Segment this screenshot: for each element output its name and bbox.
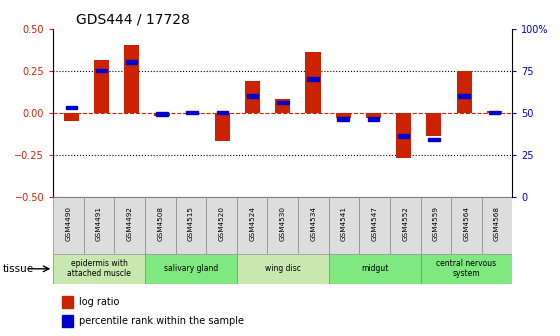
Bar bbox=[176, 197, 206, 254]
Bar bbox=[156, 112, 167, 116]
Bar bbox=[247, 94, 258, 98]
Text: tissue: tissue bbox=[3, 264, 34, 274]
Bar bbox=[366, 113, 381, 118]
Text: GSM4490: GSM4490 bbox=[66, 207, 72, 242]
Bar bbox=[215, 113, 230, 141]
Bar bbox=[186, 111, 198, 115]
Text: GSM4491: GSM4491 bbox=[96, 207, 102, 242]
Bar bbox=[145, 197, 176, 254]
Text: GSM4530: GSM4530 bbox=[280, 207, 286, 242]
Text: epidermis with
attached muscle: epidermis with attached muscle bbox=[67, 259, 131, 279]
Text: percentile rank within the sample: percentile rank within the sample bbox=[79, 316, 244, 326]
Bar bbox=[396, 113, 411, 158]
Text: GSM4534: GSM4534 bbox=[310, 207, 316, 242]
Text: GSM4552: GSM4552 bbox=[402, 207, 408, 242]
Bar bbox=[124, 45, 139, 113]
Bar bbox=[185, 113, 200, 114]
Bar bbox=[458, 94, 470, 98]
Text: GSM4541: GSM4541 bbox=[341, 207, 347, 242]
Text: salivary gland: salivary gland bbox=[164, 264, 218, 273]
Text: GSM4508: GSM4508 bbox=[157, 207, 164, 242]
Bar bbox=[360, 197, 390, 254]
Bar bbox=[237, 254, 329, 284]
Bar bbox=[329, 254, 421, 284]
Bar bbox=[66, 106, 77, 110]
Bar bbox=[456, 71, 472, 113]
Bar bbox=[64, 113, 79, 121]
Bar bbox=[305, 52, 320, 113]
Bar bbox=[329, 197, 360, 254]
Bar bbox=[482, 197, 512, 254]
Bar bbox=[114, 197, 145, 254]
Bar bbox=[307, 77, 319, 81]
Text: central nervous
system: central nervous system bbox=[436, 259, 497, 279]
Text: GSM4568: GSM4568 bbox=[494, 207, 500, 242]
Bar bbox=[390, 197, 421, 254]
Bar bbox=[335, 113, 351, 118]
Bar bbox=[277, 101, 288, 104]
Bar bbox=[96, 69, 108, 73]
Text: GSM4559: GSM4559 bbox=[433, 207, 439, 242]
Bar bbox=[338, 118, 349, 121]
Text: midgut: midgut bbox=[361, 264, 388, 273]
Text: wing disc: wing disc bbox=[265, 264, 301, 273]
Bar bbox=[62, 296, 73, 308]
Bar bbox=[298, 197, 329, 254]
Bar bbox=[421, 254, 512, 284]
Bar bbox=[398, 134, 409, 138]
Bar bbox=[488, 111, 500, 115]
Text: GSM4524: GSM4524 bbox=[249, 207, 255, 242]
Bar bbox=[421, 197, 451, 254]
Text: GDS444 / 17728: GDS444 / 17728 bbox=[76, 12, 190, 26]
Text: GSM4547: GSM4547 bbox=[372, 207, 377, 242]
Bar bbox=[237, 197, 268, 254]
Bar bbox=[268, 197, 298, 254]
Bar bbox=[487, 111, 502, 113]
Bar bbox=[145, 254, 237, 284]
Text: log ratio: log ratio bbox=[79, 297, 120, 307]
Bar bbox=[451, 197, 482, 254]
Bar bbox=[53, 197, 84, 254]
Bar bbox=[428, 138, 440, 141]
Bar bbox=[426, 113, 441, 136]
Text: GSM4492: GSM4492 bbox=[127, 207, 133, 242]
Text: GSM4564: GSM4564 bbox=[464, 207, 469, 242]
Bar bbox=[53, 254, 145, 284]
Bar bbox=[245, 81, 260, 113]
Bar bbox=[368, 118, 379, 121]
Text: GSM4520: GSM4520 bbox=[218, 207, 225, 242]
Bar bbox=[84, 197, 114, 254]
Bar bbox=[206, 197, 237, 254]
Text: GSM4515: GSM4515 bbox=[188, 207, 194, 242]
Bar bbox=[62, 315, 73, 327]
Bar bbox=[217, 111, 228, 115]
Bar bbox=[276, 99, 290, 113]
Bar bbox=[126, 60, 138, 64]
Bar bbox=[94, 60, 109, 113]
Bar bbox=[155, 113, 170, 116]
